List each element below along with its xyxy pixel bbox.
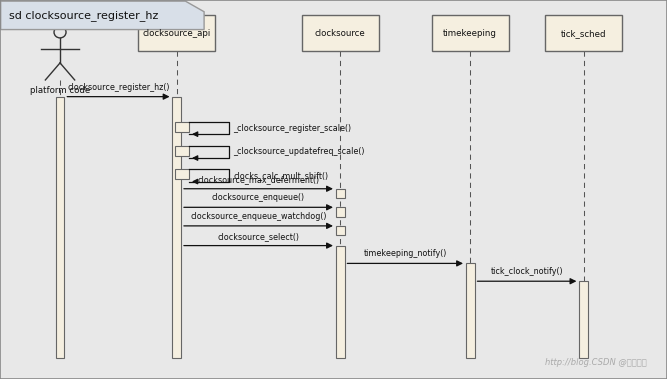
Polygon shape [1,1,204,30]
Text: clocksource_select(): clocksource_select() [217,232,299,241]
Text: tick_sched: tick_sched [561,29,606,38]
Bar [172,97,181,358]
Text: clocks_calc_mult_shift(): clocks_calc_mult_shift() [233,171,328,180]
Bar [336,246,345,358]
Bar [175,122,189,132]
Text: sd clocksource_register_hz: sd clocksource_register_hz [9,10,158,21]
Text: _clocksource_register_scale(): _clocksource_register_scale() [233,124,352,133]
Text: clocksource_max_deferment(): clocksource_max_deferment() [197,175,319,184]
Text: _clocksource_updatefreq_scale(): _clocksource_updatefreq_scale() [233,147,365,157]
Bar [55,97,64,358]
Bar [432,15,508,51]
Bar [175,146,189,156]
Text: clocksource_register_hz(): clocksource_register_hz() [67,83,169,92]
Bar [466,263,474,358]
Bar [139,15,215,51]
Text: http://blog.CSDN @与光同程: http://blog.CSDN @与光同程 [545,358,647,367]
Bar [301,15,379,51]
Text: timekeeping_notify(): timekeeping_notify() [364,249,447,258]
Bar [336,189,345,198]
Bar [579,281,588,358]
Text: clocksource: clocksource [315,29,366,38]
Bar [175,169,189,179]
Text: platform code: platform code [30,86,90,95]
Bar [546,15,622,51]
Text: tick_clock_notify(): tick_clock_notify() [491,267,563,276]
Bar [336,226,345,235]
Text: clocksource_enqueue(): clocksource_enqueue() [212,193,305,202]
Text: clocksource_api: clocksource_api [143,29,211,38]
Text: timekeeping: timekeeping [444,29,497,38]
Bar [336,207,345,217]
Text: clocksource_enqueue_watchdog(): clocksource_enqueue_watchdog() [190,212,327,221]
